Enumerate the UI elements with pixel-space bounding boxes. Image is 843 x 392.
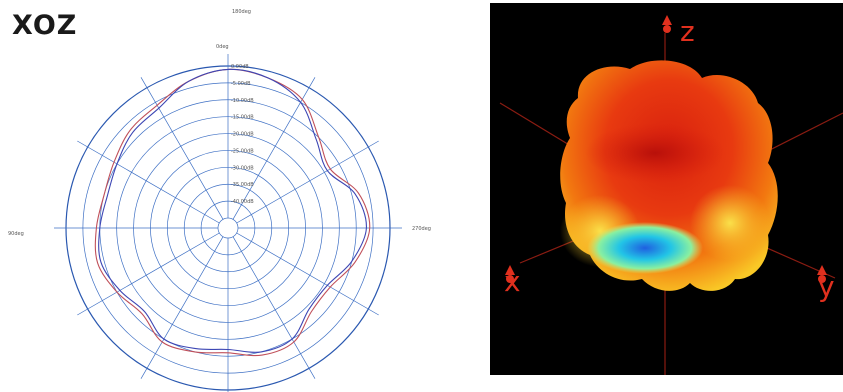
axis-arrow-icon (505, 265, 515, 275)
radial-tick-label: -30.00dB (231, 165, 254, 171)
axis-label-x: x (504, 265, 521, 298)
axis-label-z: z (680, 15, 695, 48)
radial-tick-label: -40.00dB (231, 199, 254, 205)
radiation-pattern-3d-panel: z x y (490, 3, 843, 375)
axis-marker-icon (663, 25, 671, 33)
grid-spoke (236, 232, 379, 316)
grid-circle (217, 217, 239, 239)
radial-tick-label: -15.00dB (231, 115, 254, 121)
axis-arrow-icon (817, 265, 827, 275)
polar-chart: 0.00dB -5.00dB -10.00dB -15.00dB -20.00dB -25… (8, 9, 431, 392)
series-trace-red (94, 68, 371, 357)
series-trace-blue (98, 68, 367, 353)
grid-spoke (77, 140, 220, 224)
axis-arrow-icon (662, 15, 672, 25)
grid-spoke (140, 236, 224, 379)
angle-label: 270deg (412, 226, 431, 232)
radial-tick-label: -10.00dB (231, 98, 254, 104)
high-gain-dark-region (585, 123, 725, 183)
polar-pattern-panel: 0.00dB -5.00dB -10.00dB -15.00dB -20.00dB -25… (8, 9, 431, 392)
chart-title: XOZ (12, 10, 78, 41)
grid-spoke (232, 77, 316, 220)
radial-tick-label: -5.00dB (231, 81, 251, 87)
grid-spoke (232, 236, 316, 379)
angle-label: 90deg (8, 231, 24, 237)
grid-spoke (77, 232, 220, 316)
angle-label: 0deg (216, 44, 229, 50)
axis-label-y: y (818, 270, 835, 303)
grid-spoke (236, 140, 379, 224)
radiation-pattern-3d: z x y (499, 15, 843, 375)
angle-label: 180deg (232, 9, 251, 15)
axis-marker-icon (818, 275, 826, 283)
null-blue-region (587, 222, 703, 274)
axis-marker-icon (506, 275, 514, 283)
radial-tick-label: -25.00dB (231, 148, 254, 154)
radial-tick-label: -35.00dB (231, 182, 254, 188)
radial-tick-label: 0.00dB (231, 64, 249, 70)
low-gain-yellow-region (690, 185, 770, 261)
radial-tick-label: -20.00dB (231, 132, 254, 138)
grid-spoke (140, 77, 224, 220)
